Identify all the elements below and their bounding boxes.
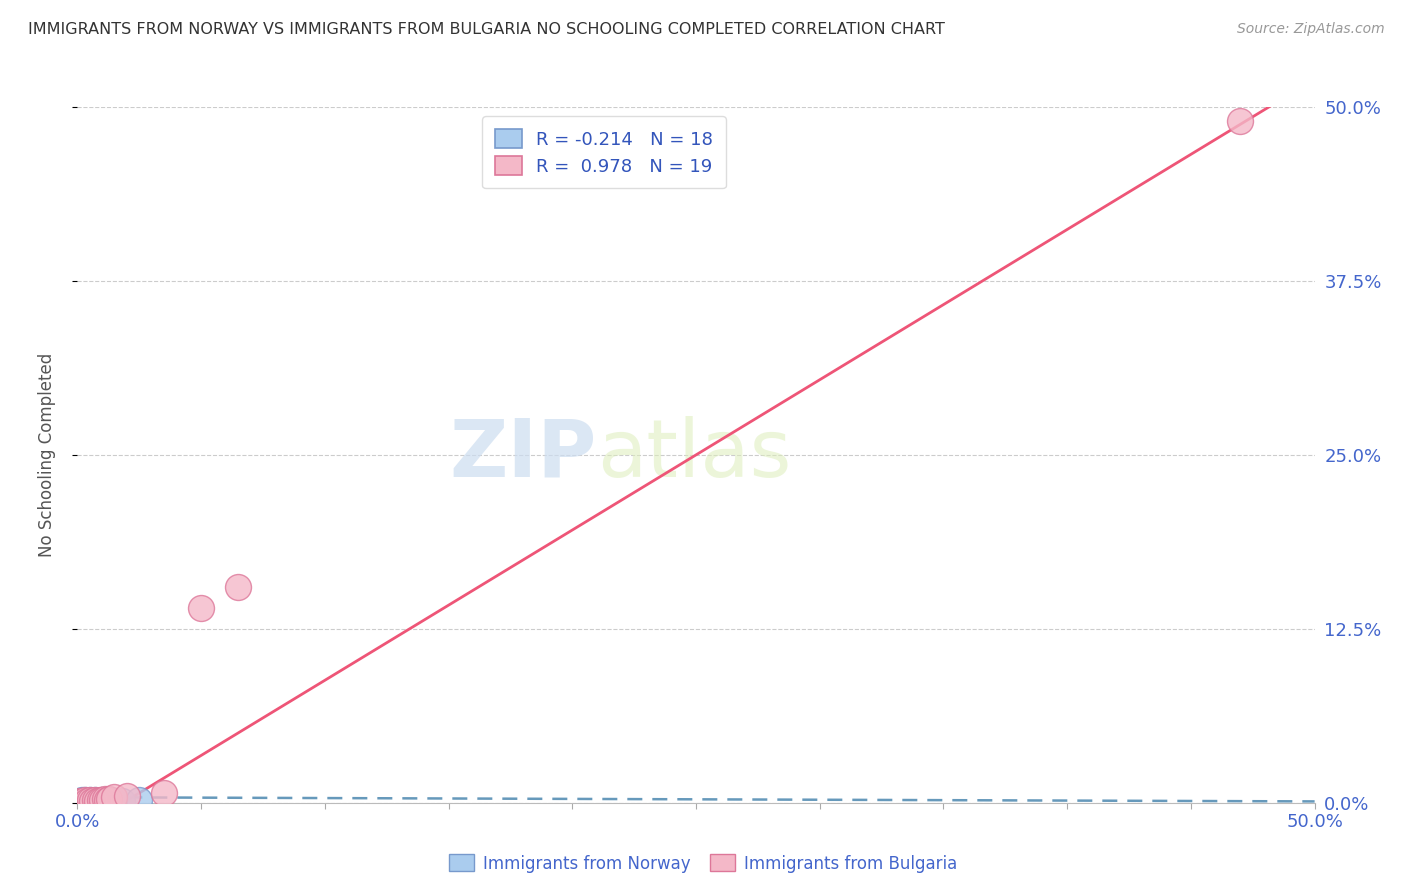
Point (98, 793, 121, 807)
Text: IMMIGRANTS FROM NORWAY VS IMMIGRANTS FROM BULGARIA NO SCHOOLING COMPLETED CORREL: IMMIGRANTS FROM NORWAY VS IMMIGRANTS FRO… (28, 22, 945, 37)
Legend: Immigrants from Norway, Immigrants from Bulgaria: Immigrants from Norway, Immigrants from … (443, 847, 963, 880)
Point (82, 794, 104, 808)
Point (73, 794, 96, 808)
Point (73, 793, 96, 807)
Text: Source: ZipAtlas.com: Source: ZipAtlas.com (1237, 22, 1385, 37)
Point (76, 794, 98, 808)
Point (76, 794, 98, 808)
Point (72, 794, 94, 808)
Point (79, 793, 101, 807)
Point (153, 786, 176, 800)
Point (115, 789, 138, 803)
Point (79, 793, 101, 807)
Y-axis label: No Schooling Completed: No Schooling Completed (38, 353, 56, 557)
Point (103, 790, 125, 805)
Legend: R = -0.214   N = 18, R =  0.978   N = 19: R = -0.214 N = 18, R = 0.978 N = 19 (482, 116, 725, 188)
Point (96, 794, 118, 808)
Point (73, 793, 96, 807)
Point (93, 794, 115, 808)
Point (86, 794, 108, 808)
Point (83, 793, 105, 807)
Point (91, 793, 114, 807)
Point (226, 580, 249, 594)
Point (98, 791, 121, 805)
Text: ZIP: ZIP (450, 416, 598, 494)
Point (89, 793, 111, 807)
Point (96, 793, 118, 807)
Point (93, 791, 115, 805)
Point (69, 794, 91, 808)
Point (82, 794, 104, 808)
Point (103, 794, 125, 808)
Point (72, 794, 94, 808)
Point (86, 794, 108, 808)
Point (89, 794, 111, 808)
Point (83, 793, 105, 807)
Point (128, 793, 150, 807)
Point (72, 793, 94, 807)
Point (69, 794, 91, 808)
Text: atlas: atlas (598, 416, 792, 494)
Point (1229, 114, 1251, 128)
Point (111, 794, 134, 808)
Point (190, 601, 212, 615)
Point (91, 793, 114, 807)
